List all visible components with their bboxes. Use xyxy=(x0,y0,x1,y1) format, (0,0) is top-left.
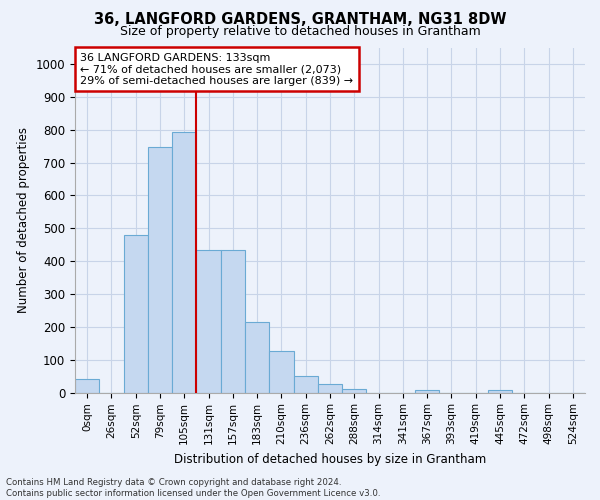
Bar xyxy=(196,250,221,392)
Bar xyxy=(148,146,172,392)
Y-axis label: Number of detached properties: Number of detached properties xyxy=(17,127,30,313)
Text: 36 LANGFORD GARDENS: 133sqm
← 71% of detached houses are smaller (2,073)
29% of : 36 LANGFORD GARDENS: 133sqm ← 71% of det… xyxy=(80,52,353,86)
Bar xyxy=(318,384,342,392)
Bar xyxy=(75,380,99,392)
Bar xyxy=(342,388,367,392)
Bar xyxy=(245,322,269,392)
X-axis label: Distribution of detached houses by size in Grantham: Distribution of detached houses by size … xyxy=(174,452,486,466)
Bar xyxy=(293,376,318,392)
Bar xyxy=(415,390,439,392)
Text: 36, LANGFORD GARDENS, GRANTHAM, NG31 8DW: 36, LANGFORD GARDENS, GRANTHAM, NG31 8DW xyxy=(94,12,506,26)
Bar xyxy=(172,132,196,392)
Text: Size of property relative to detached houses in Grantham: Size of property relative to detached ho… xyxy=(119,25,481,38)
Bar xyxy=(488,390,512,392)
Text: Contains HM Land Registry data © Crown copyright and database right 2024.
Contai: Contains HM Land Registry data © Crown c… xyxy=(6,478,380,498)
Bar xyxy=(269,351,293,393)
Bar xyxy=(124,235,148,392)
Bar xyxy=(221,250,245,392)
